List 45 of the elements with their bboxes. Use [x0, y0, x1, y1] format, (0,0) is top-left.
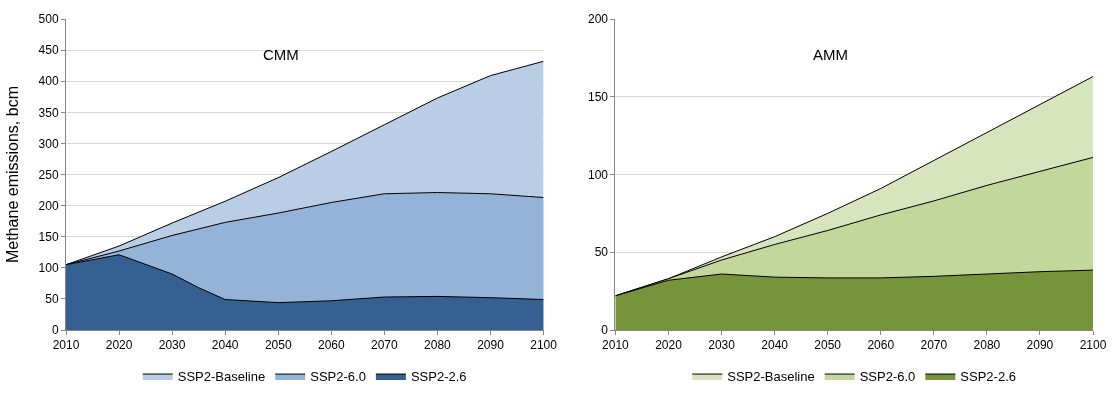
legend-label: SSP2-6.0	[310, 369, 366, 385]
x-tick-label: 2010	[602, 338, 630, 353]
x-tick-label: 2030	[158, 338, 186, 353]
y-tick-label: 350	[38, 105, 59, 120]
y-tick-label: 450	[38, 43, 59, 58]
x-tick-label: 2070	[371, 338, 399, 353]
y-tick-label: 0	[601, 323, 609, 338]
text: CMM	[263, 46, 299, 63]
x-tick-label: 2020	[655, 338, 683, 353]
x-tick-label: 2090	[477, 338, 505, 353]
x-tick-label: 2050	[814, 338, 842, 353]
y-tick-label: 100	[38, 261, 59, 275]
legend-label: SSP2-2.6	[960, 369, 1016, 385]
y-tick-label: 150	[38, 229, 59, 244]
y-tick-label: 0	[51, 323, 59, 338]
y-tick-label: 50	[594, 245, 609, 260]
x-tick-label: 2050	[264, 338, 292, 353]
legend-label: SSP2-6.0	[859, 369, 916, 385]
x-tick-label: 2080	[973, 338, 1001, 353]
x-tick-label: 2010	[52, 338, 80, 353]
y-tick-label: 200	[38, 198, 59, 213]
x-tick-label: 2040	[211, 338, 239, 353]
y-tick-label: 100	[588, 167, 609, 182]
y-tick-label: 500	[38, 12, 59, 27]
legend-label: SSP2-Baseline	[177, 369, 266, 385]
x-tick-label: 2070	[920, 338, 948, 353]
y-tick-label: 250	[38, 167, 59, 182]
y-axis-title: Methane emissions, bcm	[4, 86, 22, 263]
x-tick-label: 2090	[1026, 338, 1054, 353]
y-tick-label: 300	[38, 136, 59, 151]
legend-label: SSP2-Baseline	[727, 369, 815, 385]
x-tick-label: 2040	[761, 338, 789, 353]
legend-label: SSP2-2.6	[410, 369, 467, 385]
x-tick-label: 2030	[708, 338, 736, 353]
x-tick-label: 2060	[317, 338, 345, 353]
y-tick-label: 400	[38, 74, 59, 89]
x-tick-label: 2020	[105, 338, 133, 353]
x-tick-label: 2100	[530, 338, 558, 353]
x-tick-label: 2100	[1079, 338, 1107, 353]
y-tick-label: 50	[45, 292, 59, 307]
text: AMM	[813, 46, 848, 63]
y-tick-label: 150	[588, 89, 609, 104]
x-tick-label: 2080	[424, 338, 452, 353]
x-tick-label: 2060	[867, 338, 895, 353]
y-tick-label: 200	[588, 12, 609, 27]
